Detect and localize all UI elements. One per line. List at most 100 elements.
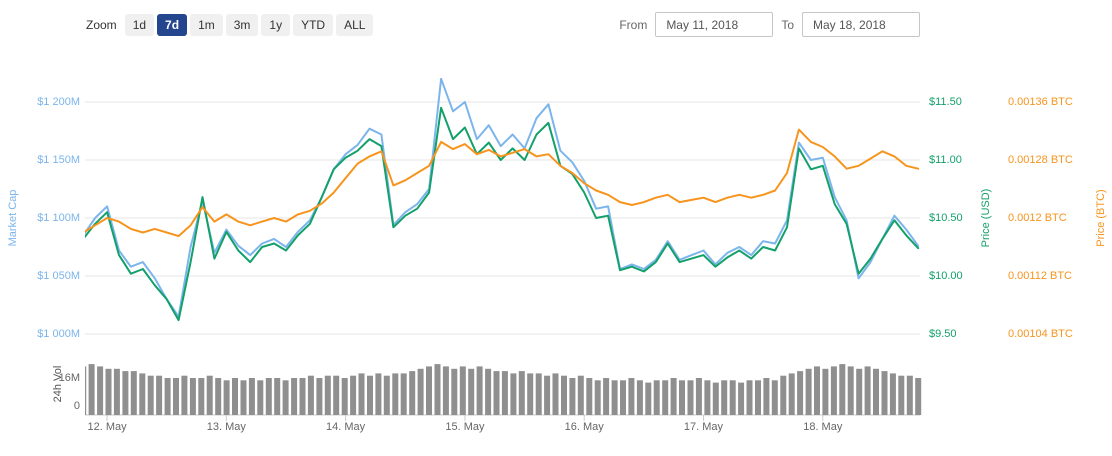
zoom-range-selector: Zoom 1d 7d 1m 3m 1y YTD ALL xyxy=(86,14,376,36)
volume-bar xyxy=(257,380,264,415)
volume-bar xyxy=(417,368,424,416)
volume-bar xyxy=(586,378,593,415)
volume-bar xyxy=(122,371,129,415)
volume-bar xyxy=(822,368,829,416)
from-date-input[interactable] xyxy=(655,12,774,37)
volume-bar xyxy=(409,371,416,415)
volume-bar xyxy=(299,378,306,415)
volume-bar xyxy=(105,368,112,416)
volume-bar xyxy=(695,378,702,415)
volume-bar xyxy=(670,378,677,415)
volume-bar xyxy=(620,380,626,415)
date-range-inputs: From To xyxy=(619,12,920,37)
price-btc-tick-label: 0.00112 BTC xyxy=(1008,270,1073,282)
chart-plot-area[interactable] xyxy=(85,78,925,428)
volume-bar xyxy=(679,380,685,415)
volume-bar xyxy=(113,368,120,416)
volume-bar xyxy=(485,368,492,416)
volume-bar xyxy=(881,371,888,415)
market-cap-line xyxy=(85,78,920,318)
zoom-button-1y[interactable]: 1y xyxy=(261,14,291,36)
zoom-button-7d[interactable]: 7d xyxy=(157,14,188,36)
zoom-button-all[interactable]: ALL xyxy=(336,14,374,36)
volume-bar xyxy=(130,371,137,415)
market-cap-tick-label: $1 050M xyxy=(37,270,80,282)
zoom-label: Zoom xyxy=(86,18,117,32)
volume-bar xyxy=(653,380,660,415)
volume-bar xyxy=(316,378,323,415)
volume-tick-label: 16M xyxy=(58,372,80,384)
volume-bar xyxy=(535,373,542,415)
price-usd-tick-label: $10.00 xyxy=(929,270,963,282)
zoom-button-1d[interactable]: 1d xyxy=(124,14,155,36)
volume-bar xyxy=(527,373,534,415)
volume-bar xyxy=(662,380,669,415)
volume-bar xyxy=(552,373,559,415)
volume-bar xyxy=(198,378,205,415)
volume-bar xyxy=(307,375,314,415)
volume-bar xyxy=(645,382,652,415)
x-axis-day-label: 14. May xyxy=(326,421,366,433)
volume-bar xyxy=(544,375,551,415)
volume-bar xyxy=(240,380,247,415)
volume-bar xyxy=(594,380,601,415)
volume-bar xyxy=(797,371,804,415)
price-btc-tick-label: 0.00128 BTC xyxy=(1008,154,1073,166)
volume-bar xyxy=(291,378,298,415)
price-usd-tick-label: $11.50 xyxy=(929,96,962,108)
volume-bar xyxy=(805,368,812,416)
volume-bar xyxy=(392,373,399,415)
to-date-input[interactable] xyxy=(802,12,920,37)
volume-bar xyxy=(476,366,483,415)
price-usd-tick-label: $9.50 xyxy=(929,328,957,340)
volume-bar xyxy=(738,382,745,415)
volume-bar xyxy=(189,378,196,415)
volume-bar xyxy=(839,364,846,415)
zoom-buttons: 1d 7d 1m 3m 1y YTD ALL xyxy=(124,14,377,36)
volume-bar xyxy=(561,375,567,415)
volume-bar xyxy=(755,380,761,415)
volume-bar xyxy=(97,366,104,415)
volume-bar xyxy=(181,375,188,415)
volume-bar xyxy=(88,364,95,415)
volume-bar xyxy=(864,366,871,415)
volume-bar xyxy=(468,368,475,416)
volume-bar xyxy=(215,378,222,415)
volume-bar xyxy=(375,373,382,415)
volume-bar xyxy=(282,380,289,415)
volume-bar xyxy=(493,371,500,415)
volume-bar xyxy=(915,378,922,415)
volume-bar xyxy=(232,378,238,415)
volume-bar xyxy=(746,380,753,415)
zoom-button-1m[interactable]: 1m xyxy=(190,14,223,36)
volume-bar xyxy=(788,373,795,415)
volume-bar xyxy=(847,366,854,415)
volume-bar xyxy=(611,380,618,415)
volume-bar xyxy=(223,380,230,415)
volume-bar xyxy=(721,380,728,415)
volume-bar xyxy=(830,366,837,415)
x-axis-day-label: 13. May xyxy=(206,421,246,433)
volume-bar xyxy=(367,375,373,415)
volume-bar xyxy=(248,378,255,415)
volume-bar xyxy=(156,375,163,415)
volume-bar xyxy=(333,375,340,415)
volume-bar xyxy=(206,375,213,415)
volume-bar xyxy=(712,382,719,415)
volume-bar xyxy=(873,368,879,416)
volume-bar xyxy=(577,375,584,415)
market-cap-tick-label: $1 200M xyxy=(37,96,80,108)
volume-bar xyxy=(274,378,281,415)
volume-bar xyxy=(350,375,357,415)
volume-bar xyxy=(763,378,770,415)
volume-bar xyxy=(603,378,610,415)
volume-bar xyxy=(451,368,458,416)
volume-bar xyxy=(889,373,896,415)
volume-tick-label: 0 xyxy=(73,400,80,412)
volume-bar xyxy=(147,375,154,415)
volume-bar xyxy=(510,373,517,415)
volume-bar xyxy=(636,380,643,415)
zoom-button-3m[interactable]: 3m xyxy=(225,14,259,36)
volume-bar xyxy=(164,378,171,415)
zoom-button-ytd[interactable]: YTD xyxy=(293,14,334,36)
